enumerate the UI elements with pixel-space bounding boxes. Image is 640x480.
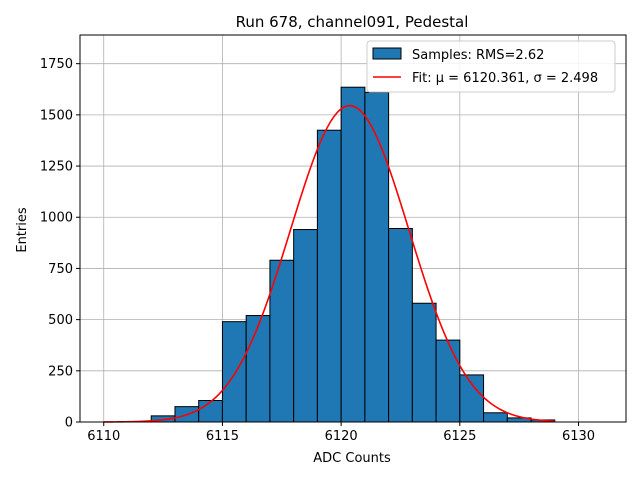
histogram-bar	[483, 412, 508, 423]
chart-title: Run 678, channel091, Pedestal	[236, 13, 469, 31]
y-tick-label: 0	[65, 416, 73, 431]
x-axis-ticks: 6110 6115 6120 6125 6130	[87, 422, 595, 444]
y-tick-label: 750	[48, 262, 73, 277]
histogram-bar	[411, 302, 437, 423]
histogram-bar	[388, 228, 413, 423]
histogram-bar	[316, 129, 342, 423]
legend-fit-label: Fit: μ = 6120.361, σ = 2.498	[412, 71, 598, 86]
y-tick-label: 500	[48, 313, 73, 328]
y-tick-label: 1000	[40, 211, 73, 226]
histogram-bar	[459, 374, 485, 423]
y-tick-label: 1750	[40, 57, 73, 72]
x-tick-label: 6115	[206, 429, 239, 444]
histogram-bar	[340, 86, 366, 423]
x-tick-label: 6110	[87, 429, 120, 444]
x-tick-label: 6130	[562, 429, 595, 444]
y-axis-label: Entries	[15, 207, 30, 253]
histogram-bar	[245, 315, 271, 423]
histogram-bar	[221, 321, 247, 423]
y-tick-label: 1500	[40, 108, 73, 123]
legend-box	[366, 40, 616, 93]
y-tick-label: 1250	[40, 160, 73, 175]
legend-histogram-label: Samples: RMS=2.62	[412, 48, 544, 63]
histogram-bar	[198, 400, 223, 423]
plot-area-frame	[79, 34, 627, 423]
legend: Samples: RMS=2.62 Fit: μ = 6120.361, σ =…	[366, 40, 616, 93]
x-tick-label: 6125	[443, 429, 476, 444]
histogram-bars	[150, 86, 556, 423]
y-tick-label: 250	[48, 364, 73, 379]
histogram-bar	[435, 339, 461, 423]
y-axis-ticks: 0 250 500 750 1000 1250 1500 1750	[40, 57, 80, 431]
x-axis-label: ADC Counts	[313, 451, 391, 466]
histogram-bar	[293, 229, 318, 423]
fit-curve-line	[103, 104, 555, 423]
legend-histogram-swatch	[372, 47, 402, 60]
histogram-bar	[364, 91, 390, 423]
x-tick-label: 6120	[325, 429, 358, 444]
